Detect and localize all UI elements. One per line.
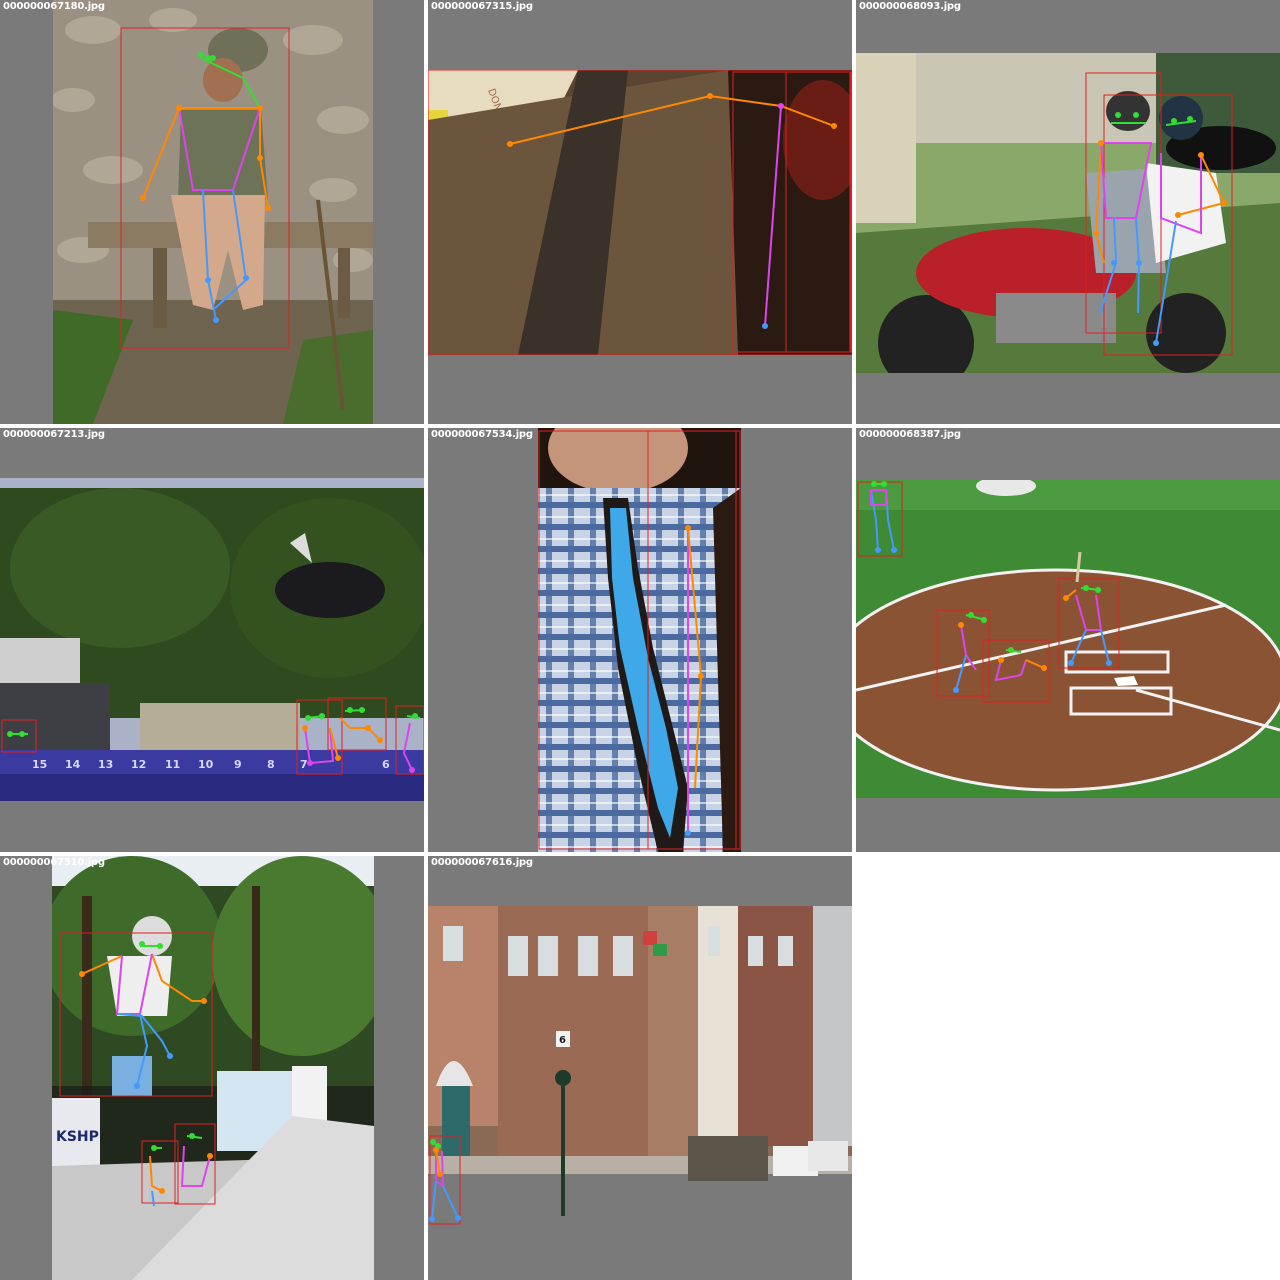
pose-overlay: DONE THE <box>428 70 852 355</box>
svg-text:8: 8 <box>267 758 275 771</box>
pose-overlay <box>538 428 741 852</box>
pose-overlay: 15 14 13 12 11 10 9 8 7 6 <box>0 478 424 801</box>
tile-filename: 000000067534.jpg <box>431 429 533 440</box>
grid-tile-8[interactable]: 000000067616.jpg 6 <box>428 856 852 1280</box>
skate-banner-text: KSHP <box>56 1129 99 1145</box>
grid-tile-3[interactable]: 000000068093.jpg <box>856 0 1280 424</box>
tile-filename: 000000067213.jpg <box>3 429 105 440</box>
svg-text:9: 9 <box>234 758 242 771</box>
grid-tile-1[interactable]: 000000067180.jpg <box>0 0 424 424</box>
pose-overlay <box>856 53 1280 373</box>
grid-tile-4[interactable]: 000000067213.jpg 15 14 13 12 11 10 9 8 <box>0 428 424 852</box>
pool-lane-numbers: 15 14 13 12 11 10 9 8 7 6 <box>32 758 390 771</box>
svg-text:7: 7 <box>300 758 308 771</box>
tile-filename: 000000067616.jpg <box>431 857 533 868</box>
pose-overlay: 6 <box>428 906 852 1226</box>
tile-filename: 000000068093.jpg <box>859 1 961 12</box>
empty-grid-cell <box>852 852 1280 1280</box>
svg-text:13: 13 <box>98 758 113 771</box>
tile-image-motorcycle-riders <box>856 53 1280 373</box>
tile-image-baseball-home-plate <box>856 480 1280 798</box>
tile-filename: 000000067315.jpg <box>431 1 533 12</box>
tile-filename: 000000067310.jpg <box>3 857 105 868</box>
grid-tile-2[interactable]: 000000067315.jpg DONE THE <box>428 0 852 424</box>
svg-text:11: 11 <box>165 758 180 771</box>
tile-image-woman-on-bench <box>53 0 373 424</box>
tile-image-dog-jump-pool: 15 14 13 12 11 10 9 8 7 6 <box>0 478 424 801</box>
grid-tile-5[interactable]: 000000067534.jpg <box>428 428 852 852</box>
tile-filename: 000000068387.jpg <box>859 429 961 440</box>
svg-text:10: 10 <box>198 758 214 771</box>
svg-text:6: 6 <box>382 758 390 771</box>
tile-image-plaid-shirt-pixel-tie <box>538 428 741 852</box>
pose-overlay <box>53 0 373 424</box>
tile-image-shirt-and-tie: DONE THE <box>428 70 852 355</box>
tile-image-skateboard-trick: KSHP <box>52 856 374 1280</box>
tile-image-city-street: 6 <box>428 906 852 1226</box>
grid-tile-6[interactable]: 000000068387.jpg <box>856 428 1280 852</box>
street-sign-text: 6 <box>559 1035 566 1046</box>
svg-text:12: 12 <box>131 758 146 771</box>
tile-filename: 000000067180.jpg <box>3 1 105 12</box>
pose-overlay: KSHP <box>52 856 374 1280</box>
svg-text:14: 14 <box>65 758 81 771</box>
svg-text:15: 15 <box>32 758 47 771</box>
pose-overlay <box>856 480 1280 798</box>
grid-tile-7[interactable]: 000000067310.jpg KSHP <box>0 856 424 1280</box>
